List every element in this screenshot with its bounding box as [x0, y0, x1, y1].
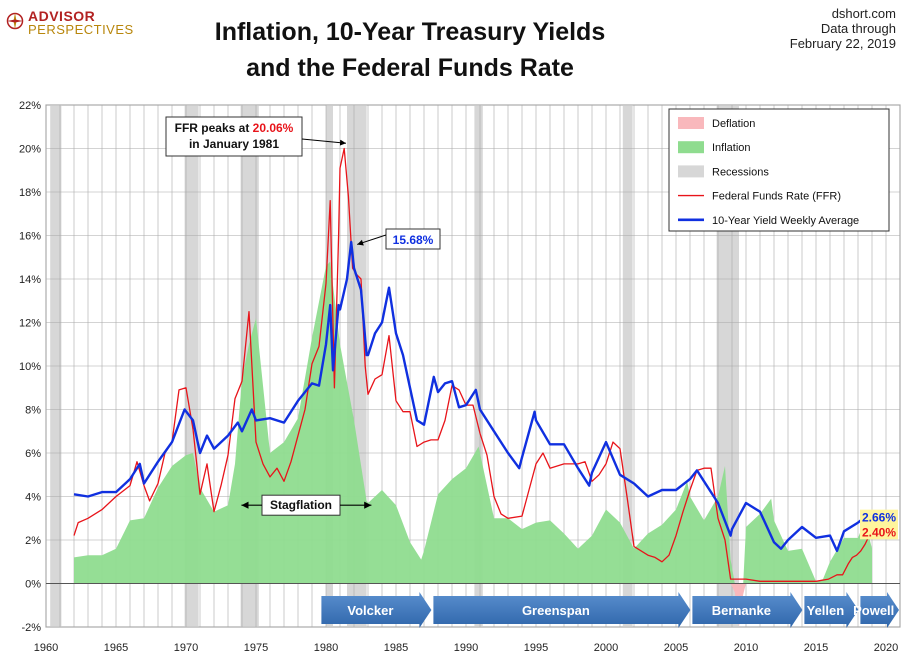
ffr-peak-value: 20.06% — [253, 121, 294, 135]
chart-title-line1: Inflation, 10-Year Treasury Yields — [214, 18, 606, 46]
y-tick-label: 6% — [25, 448, 41, 460]
x-tick-label: 2010 — [734, 642, 758, 654]
x-tick-label: 1960 — [34, 642, 58, 654]
y-tick-label: 2% — [25, 535, 41, 547]
x-tick-label: 1980 — [314, 642, 338, 654]
fed-chair-arrow — [321, 592, 432, 628]
yield-peak-callout — [385, 228, 441, 250]
fed-chair-label: Bernanke — [712, 603, 771, 618]
ffr-line — [73, 147, 874, 582]
source-date: February 22, 2019 — [789, 36, 896, 51]
legend-label: Recessions — [712, 166, 769, 178]
brand-logo: ADVISOR PERSPECTIVES — [6, 8, 146, 38]
fed-chair-arrow — [804, 592, 859, 628]
chart-title-line2: and the Federal Funds Rate — [246, 54, 574, 82]
latest-ffr-label: 2.40% — [862, 525, 896, 539]
y-tick-label: 12% — [19, 318, 41, 330]
ffr-peak-label-line2: in January 1981 — [189, 137, 279, 151]
legend-label: Federal Funds Rate (FFR) — [712, 191, 841, 203]
legend-box — [668, 108, 890, 232]
yield-peak-arrow — [357, 234, 387, 246]
y-tick-label: 22% — [19, 100, 41, 112]
yield-line — [73, 240, 875, 553]
x-tick-label: 1975 — [244, 642, 268, 654]
legend-swatch — [678, 165, 704, 178]
ffr-peak-callout — [165, 116, 303, 157]
brand-line2: PERSPECTIVES — [28, 22, 134, 37]
fed-chair-arrow — [860, 592, 899, 628]
x-tick-label: 1995 — [524, 642, 548, 654]
y-tick-label: 14% — [19, 274, 41, 286]
data-source: dshort.com Data through February 22, 201… — [790, 6, 896, 51]
x-tick-label: 1990 — [454, 642, 478, 654]
latest-yield-label: 2.66% — [862, 511, 896, 525]
x-tick-label: 1970 — [174, 642, 198, 654]
x-tick-label: 2000 — [594, 642, 618, 654]
legend-swatch — [678, 117, 704, 129]
y-tick-label: 18% — [19, 187, 41, 199]
x-tick-label: 2015 — [804, 642, 828, 654]
latest-ffr-bg — [860, 524, 898, 540]
y-tick-label: 16% — [19, 231, 41, 243]
legend-label: Inflation — [712, 142, 751, 154]
fed-chair-label: Greenspan — [522, 603, 590, 618]
source-site: dshort.com — [831, 6, 896, 21]
ffr-peak-prefix: FFR peaks at — [175, 121, 253, 135]
fed-chair-label: Yellen — [807, 603, 845, 618]
yield-peak-label: 15.68% — [393, 233, 434, 247]
x-tick-label: 2005 — [664, 642, 688, 654]
fed-chair-label: Powell — [853, 603, 894, 618]
y-tick-label: 4% — [25, 492, 41, 504]
ffr-peak-label-line1: FFR peaks at 20.06% — [175, 121, 294, 135]
y-tick-label: 10% — [19, 361, 41, 373]
fed-chair-arrow — [692, 592, 803, 628]
y-tick-label: 20% — [19, 144, 41, 156]
chart-title: Inflation, 10-Year Treasury Yields and t… — [160, 14, 660, 86]
legend-label: 10-Year Yield Weekly Average — [712, 215, 859, 227]
y-tick-label: 0% — [25, 579, 41, 591]
x-tick-label: 1985 — [384, 642, 408, 654]
fed-chair-label: Volcker — [347, 603, 393, 618]
source-through: Data through — [820, 21, 896, 36]
legend-label: Deflation — [712, 118, 755, 130]
legend: Deflation Inflation Recessions Federal Fund… — [668, 108, 890, 232]
y-tick-label: 8% — [25, 405, 41, 417]
brand-line1: ADVISOR — [28, 8, 96, 24]
legend-swatch — [678, 141, 704, 154]
x-tick-label: 2020 — [874, 642, 898, 654]
latest-yield-bg — [860, 509, 898, 525]
x-tick-label: 1965 — [104, 642, 128, 654]
ffr-peak-arrow — [301, 138, 347, 146]
y-tick-label: -2% — [21, 622, 41, 634]
fed-chair-arrow — [433, 592, 691, 628]
stagflation-label: Stagflation — [270, 498, 332, 512]
compass-icon — [6, 12, 24, 30]
